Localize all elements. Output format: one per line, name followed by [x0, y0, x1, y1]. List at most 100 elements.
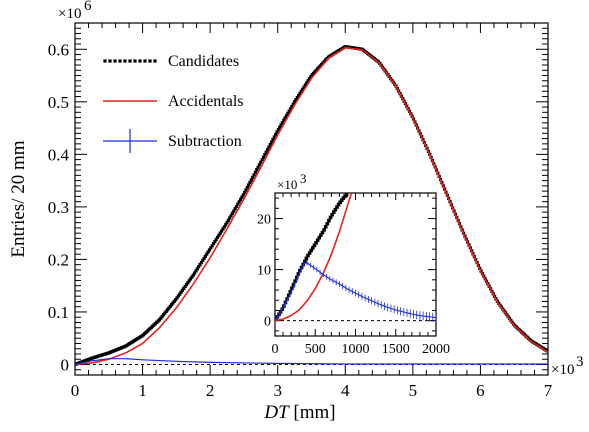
inset-candidates-marker	[323, 224, 328, 229]
y-tick-label: 0.4	[48, 145, 70, 164]
x-axis-title-unit: [mm]	[289, 402, 336, 423]
x-tick-label: 4	[341, 381, 350, 400]
candidates-marker	[288, 107, 293, 111]
candidates-marker	[247, 183, 251, 187]
legend-marker-candidates	[138, 59, 142, 63]
inset-candidates-marker	[319, 233, 323, 237]
legend-marker-candidates	[113, 59, 117, 63]
candidates-marker	[168, 304, 172, 308]
candidates-marker	[174, 298, 178, 302]
inset-candidates-marker	[328, 215, 333, 220]
candidates-marker	[193, 271, 197, 275]
inset-candidates-marker	[336, 202, 341, 207]
candidates-marker	[241, 193, 245, 197]
candidates-marker	[161, 313, 166, 317]
candidates-marker	[221, 227, 225, 231]
x-tick-label: 1	[138, 381, 147, 400]
candidates-marker	[201, 258, 205, 263]
legend-label-accidentals: Accidentals	[168, 93, 244, 110]
x-tick-label: 7	[544, 381, 553, 400]
candidates-marker	[252, 173, 256, 177]
candidates-marker	[287, 109, 291, 113]
x-tick-label: 2	[206, 381, 215, 400]
inset-candidates-marker	[317, 235, 322, 240]
candidates-marker	[187, 279, 191, 283]
candidates-marker	[280, 121, 285, 125]
inset-candidates-marker	[315, 238, 320, 243]
candidates-marker	[283, 116, 287, 120]
accidentals-line	[75, 46, 548, 366]
inset-candidates-marker	[333, 207, 338, 212]
inset-candidates-marker	[331, 210, 336, 214]
inset-candidates-marker	[307, 251, 312, 255]
candidates-marker	[175, 296, 179, 300]
candidates-marker	[294, 98, 298, 102]
inset-accidentals-line	[275, 193, 353, 322]
candidates-marker	[261, 155, 266, 159]
candidates-marker	[179, 290, 183, 294]
candidates-marker	[232, 209, 236, 213]
inset-candidates-marker	[304, 256, 309, 261]
candidates-marker	[229, 214, 233, 218]
candidates-marker	[184, 283, 189, 287]
candidates-marker	[286, 111, 290, 115]
inset-series-subtraction	[275, 260, 436, 323]
inset-candidates-marker	[320, 230, 325, 235]
candidates-marker	[299, 89, 303, 93]
candidates-marker	[303, 83, 308, 87]
legend-item	[103, 129, 157, 153]
candidates-marker	[306, 79, 310, 83]
candidates-marker	[234, 204, 239, 209]
x-tick-label: 5	[409, 381, 418, 400]
legend-marker-candidates	[153, 59, 157, 63]
candidates-marker	[224, 223, 228, 227]
candidates-marker	[253, 170, 258, 174]
candidates-marker	[271, 137, 275, 142]
candidates-marker	[248, 180, 252, 184]
candidates-marker	[195, 267, 199, 271]
candidates-marker	[218, 231, 222, 235]
inset-candidates-marker	[311, 246, 315, 250]
y-axis-multiplier: ×10	[58, 6, 81, 22]
candidates-marker	[190, 275, 194, 279]
candidates-marker	[183, 284, 187, 289]
candidates-marker	[257, 163, 262, 167]
candidates-marker	[209, 246, 213, 250]
candidates-marker	[284, 114, 289, 118]
candidates-marker	[188, 277, 193, 281]
plot-frame	[74, 22, 549, 376]
candidates-marker	[270, 140, 274, 144]
inset-candidates-marker	[344, 193, 349, 196]
candidates-marker	[243, 190, 247, 195]
candidates-marker	[255, 168, 259, 172]
inset-y-tick-label: 0	[264, 315, 271, 330]
inset-plot: 0 500 1000 1500 2000 0 10 20 ×10 3	[257, 171, 450, 357]
legend-marker-candidates	[108, 59, 112, 63]
y-tick-label: 0.3	[48, 198, 69, 217]
inset-candidates-marker	[306, 253, 310, 258]
candidates-marker	[214, 237, 218, 242]
inset-candidates-marker	[327, 218, 331, 223]
candidates-marker	[202, 256, 206, 260]
candidates-marker	[171, 301, 175, 305]
inset-y-multiplier-exponent: 3	[300, 171, 307, 186]
inset-candidates-marker	[312, 243, 317, 248]
x-axis-title: DT [mm]	[263, 402, 335, 423]
x-axis-title-symbol: DT	[263, 402, 290, 423]
inset-plot-area	[275, 193, 436, 323]
candidates-marker	[191, 273, 195, 277]
inset-candidates-marker	[343, 194, 347, 198]
inset-x-tick-label: 0	[272, 342, 279, 357]
inset-candidates-marker	[322, 227, 326, 232]
candidates-marker	[230, 211, 235, 215]
candidates-marker	[220, 229, 224, 233]
x-tick-label: 0	[71, 381, 80, 400]
candidates-marker	[194, 269, 198, 273]
inset-candidates-marker	[340, 198, 344, 202]
y-axis-title: Entries/ 20 mm	[8, 140, 29, 257]
candidates-marker	[205, 252, 209, 256]
inset-x-tick-label: 2000	[422, 342, 450, 357]
candidates-marker	[222, 225, 226, 229]
candidates-marker	[213, 239, 217, 244]
